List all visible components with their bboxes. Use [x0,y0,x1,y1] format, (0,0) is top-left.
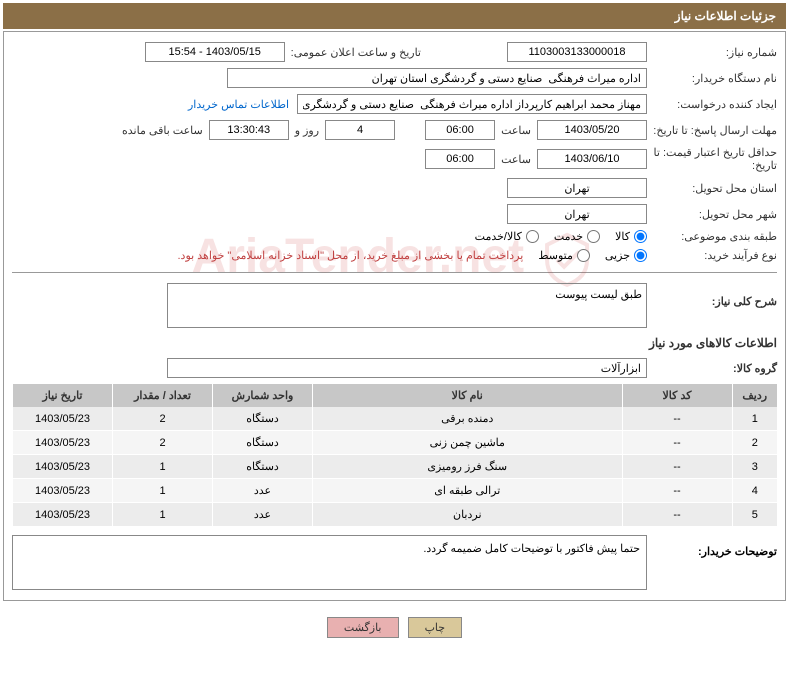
table-cell: نردبان [313,503,623,527]
time-label-2: ساعت [495,153,537,166]
general-desc-box: طبق لیست پیوست [167,283,647,328]
radio-goods-input[interactable] [634,230,647,243]
th-code: کد کالا [622,384,732,407]
buyer-org-label: نام دستگاه خریدار: [647,72,777,85]
table-cell: 1403/05/23 [13,455,113,479]
table-row: 4--ترالی طبقه ایعدد11403/05/23 [13,479,778,503]
table-cell: سنگ فرز رومیزی [313,455,623,479]
table-cell: -- [622,455,732,479]
radio-goods-label: کالا [615,230,630,243]
table-cell: 2 [732,431,777,455]
panel-header: جزئیات اطلاعات نیاز [3,3,786,29]
need-number-field [507,42,647,62]
table-cell: ماشین چمن زنی [313,431,623,455]
days-count-field [325,120,395,140]
buyer-org-field [227,68,647,88]
remaining-time-field [209,120,289,140]
announce-date-label: تاریخ و ساعت اعلان عمومی: [285,46,427,59]
table-cell: -- [622,503,732,527]
table-cell: دستگاه [213,407,313,431]
th-name: نام کالا [313,384,623,407]
table-row: 3--سنگ فرز رومیزیدستگاه11403/05/23 [13,455,778,479]
radio-both-label: کالا/خدمت [475,230,522,243]
table-cell: ترالی طبقه ای [313,479,623,503]
deadline-date-field [537,120,647,140]
goods-info-title: اطلاعات کالاهای مورد نیاز [12,336,777,350]
radio-medium[interactable]: متوسط [538,249,590,262]
th-row: ردیف [732,384,777,407]
table-cell: 1403/05/23 [13,431,113,455]
table-cell: دستگاه [213,431,313,455]
table-cell: دمنده برقی [313,407,623,431]
table-cell: -- [622,431,732,455]
radio-partial-input[interactable] [634,249,647,262]
table-row: 1--دمنده برقیدستگاه21403/05/23 [13,407,778,431]
print-button[interactable]: چاپ [408,617,463,638]
table-cell: دستگاه [213,455,313,479]
buyer-notes-label: توضیحات خریدار: [647,535,777,590]
min-valid-label: حداقل تاریخ اعتبار قیمت: تا تاریخ: [647,146,777,172]
table-cell: 3 [732,455,777,479]
category-label: طبقه بندی موضوعی: [647,230,777,243]
deadline-time-field [425,120,495,140]
radio-both-input[interactable] [526,230,539,243]
goods-group-field [167,358,647,378]
contact-link[interactable]: اطلاعات تماس خریدار [188,98,289,111]
table-cell: 1 [113,455,213,479]
table-cell: عدد [213,503,313,527]
radio-service-label: خدمت [554,230,583,243]
days-and-label: روز و [289,124,325,137]
radio-goods[interactable]: کالا [615,230,647,243]
requester-label: ایجاد کننده درخواست: [647,98,777,111]
radio-both[interactable]: کالا/خدمت [475,230,539,243]
table-cell: 1 [113,503,213,527]
radio-service-input[interactable] [587,230,600,243]
table-row: 2--ماشین چمن زنیدستگاه21403/05/23 [13,431,778,455]
radio-medium-label: متوسط [538,249,573,262]
goods-table: ردیف کد کالا نام کالا واحد شمارش تعداد /… [12,384,777,527]
province-field [507,178,647,198]
announce-date-field [145,42,285,62]
radio-partial[interactable]: جزیی [605,249,647,262]
radio-medium-input[interactable] [577,249,590,262]
radio-partial-label: جزیی [605,249,630,262]
process-type-label: نوع فرآیند خرید: [647,249,777,262]
payment-note: پرداخت تمام یا بخشی از مبلغ خرید، از محل… [178,249,524,262]
table-cell: -- [622,479,732,503]
remaining-label: ساعت باقی مانده [116,124,209,137]
buyer-notes-box: حتما پیش فاکتور با توضیحات کامل ضمیمه گر… [12,535,647,590]
table-cell: عدد [213,479,313,503]
min-valid-date-field [537,149,647,169]
city-label: شهر محل تحویل: [647,208,777,221]
general-desc-label: شرح کلی نیاز: [647,283,777,308]
table-cell: 5 [732,503,777,527]
goods-group-label: گروه کالا: [647,362,777,375]
radio-service[interactable]: خدمت [554,230,600,243]
th-date: تاریخ نیاز [13,384,113,407]
table-cell: 1 [113,479,213,503]
province-label: استان محل تحویل: [647,182,777,195]
city-field [507,204,647,224]
need-number-label: شماره نیاز: [647,46,777,59]
table-cell: 2 [113,431,213,455]
min-valid-time-field [425,149,495,169]
requester-field [297,94,647,114]
table-cell: 1 [732,407,777,431]
table-cell: 1403/05/23 [13,503,113,527]
th-unit: واحد شمارش [213,384,313,407]
table-cell: 1403/05/23 [13,479,113,503]
back-button[interactable]: بازگشت [327,617,399,638]
deadline-label: مهلت ارسال پاسخ: تا تاریخ: [647,124,777,137]
main-form-panel: AriaTender.net شماره نیاز: تاریخ و ساعت … [3,31,786,601]
time-label-1: ساعت [495,124,537,137]
table-cell: 2 [113,407,213,431]
table-row: 5--نردبانعدد11403/05/23 [13,503,778,527]
th-qty: تعداد / مقدار [113,384,213,407]
table-cell: -- [622,407,732,431]
table-cell: 4 [732,479,777,503]
table-cell: 1403/05/23 [13,407,113,431]
